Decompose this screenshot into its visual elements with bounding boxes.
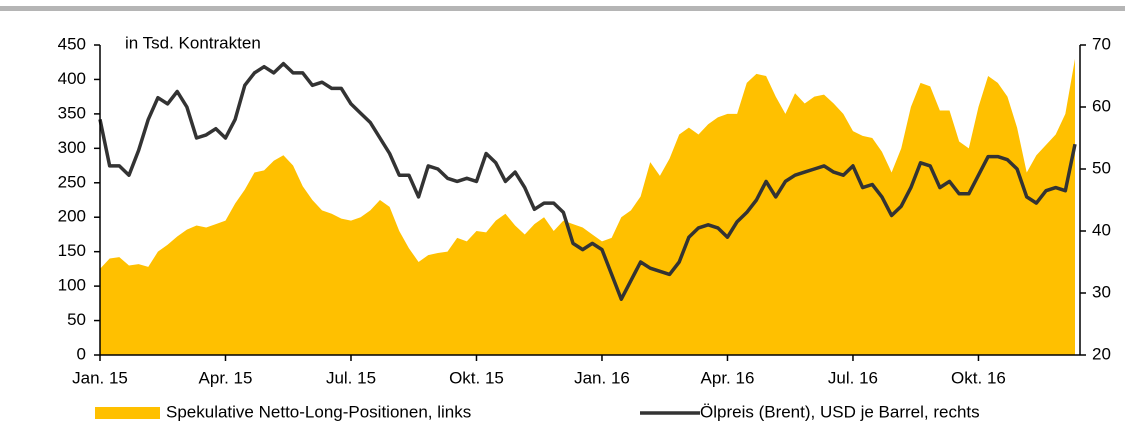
x-tick-label: Jan. 16 — [574, 368, 630, 387]
y2-tick-label: 40 — [1092, 220, 1111, 239]
y-tick-label: 450 — [58, 34, 86, 53]
y2-tick-label: 60 — [1092, 96, 1111, 115]
annotation: in Tsd. Kontrakten — [125, 33, 261, 52]
y-tick-label: 250 — [58, 172, 86, 191]
x-tick-label: Jul. 15 — [326, 368, 376, 387]
legend-label: Ölpreis (Brent), USD je Barrel, rechts — [700, 402, 980, 421]
y-tick-label: 350 — [58, 103, 86, 122]
y2-tick-label: 50 — [1092, 158, 1111, 177]
x-tick-label: Jan. 15 — [72, 368, 128, 387]
x-tick-label: Apr. 16 — [701, 368, 755, 387]
y-tick-label: 50 — [67, 310, 86, 329]
x-tick-label: Okt. 15 — [449, 368, 504, 387]
y2-tick-label: 30 — [1092, 282, 1111, 301]
line — [98, 61, 1077, 301]
y-tick-label: 400 — [58, 69, 86, 88]
y-tick-label: 300 — [58, 138, 86, 157]
legend-label: Spekulative Netto-Long-Positionen, links — [166, 402, 471, 421]
y2-tick-label: 20 — [1092, 344, 1111, 363]
top-rule — [0, 6, 1125, 11]
y2-tick-label: 70 — [1092, 34, 1111, 53]
y-tick-label: 0 — [77, 344, 86, 363]
y-tick-label: 200 — [58, 207, 86, 226]
y-tick-label: 150 — [58, 241, 86, 260]
x-tick-label: Apr. 15 — [199, 368, 253, 387]
area — [100, 58, 1075, 356]
x-tick-label: Jul. 16 — [828, 368, 878, 387]
x-tick-label: Okt. 16 — [951, 368, 1006, 387]
y-tick-label: 100 — [58, 276, 86, 295]
legend-swatch — [95, 407, 160, 419]
